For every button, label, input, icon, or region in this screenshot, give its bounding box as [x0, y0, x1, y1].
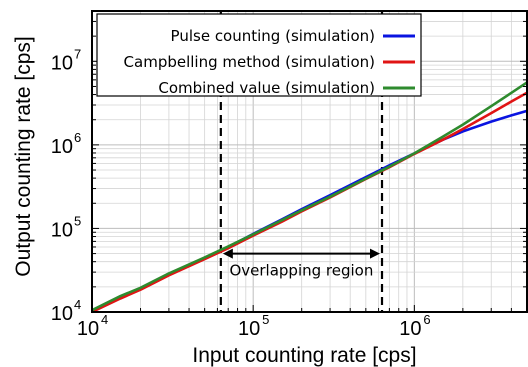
axis-ticks: 10 4 10 5 10 610 410 510 610 7	[51, 10, 528, 340]
legend-label: Pulse counting (simulation)	[171, 27, 375, 45]
x-tick-label: 10	[399, 318, 421, 340]
y-tick-label: 10	[51, 219, 73, 241]
series-lines	[91, 81, 528, 314]
x-axis-title: Input counting rate [cps]	[192, 344, 416, 367]
overlap-arrowhead-right	[370, 248, 381, 259]
x-tick-label: 10	[77, 318, 99, 340]
legend-label: Combined value (simulation)	[158, 79, 375, 97]
x-tick-exponent: 4	[101, 312, 108, 327]
overlap-annotation-text: Overlapping region	[229, 262, 373, 280]
y-axis-title: Output counting rate [cps]	[12, 36, 35, 276]
series-line	[91, 81, 528, 312]
y-tick-label: 10	[51, 303, 73, 325]
x-tick-exponent: 5	[262, 312, 269, 327]
y-tick-label: 10	[51, 136, 73, 158]
y-tick-exponent: 4	[74, 297, 81, 312]
y-tick-exponent: 7	[74, 46, 81, 61]
y-tick-exponent: 6	[74, 130, 81, 145]
y-tick-label: 10	[51, 52, 73, 74]
overlap-annotation: Overlapping region	[222, 248, 381, 280]
x-tick-exponent: 6	[423, 312, 430, 327]
legend-box	[96, 13, 422, 97]
x-tick-label: 10	[238, 318, 260, 340]
overlap-arrowhead-left	[222, 248, 233, 259]
legend-label: Campbelling method (simulation)	[124, 53, 375, 71]
region-boundary-lines	[219, 11, 384, 312]
plot-frame	[91, 10, 528, 313]
legend: Pulse counting (simulation) Campbelling m…	[96, 13, 422, 97]
y-tick-exponent: 5	[74, 213, 81, 228]
